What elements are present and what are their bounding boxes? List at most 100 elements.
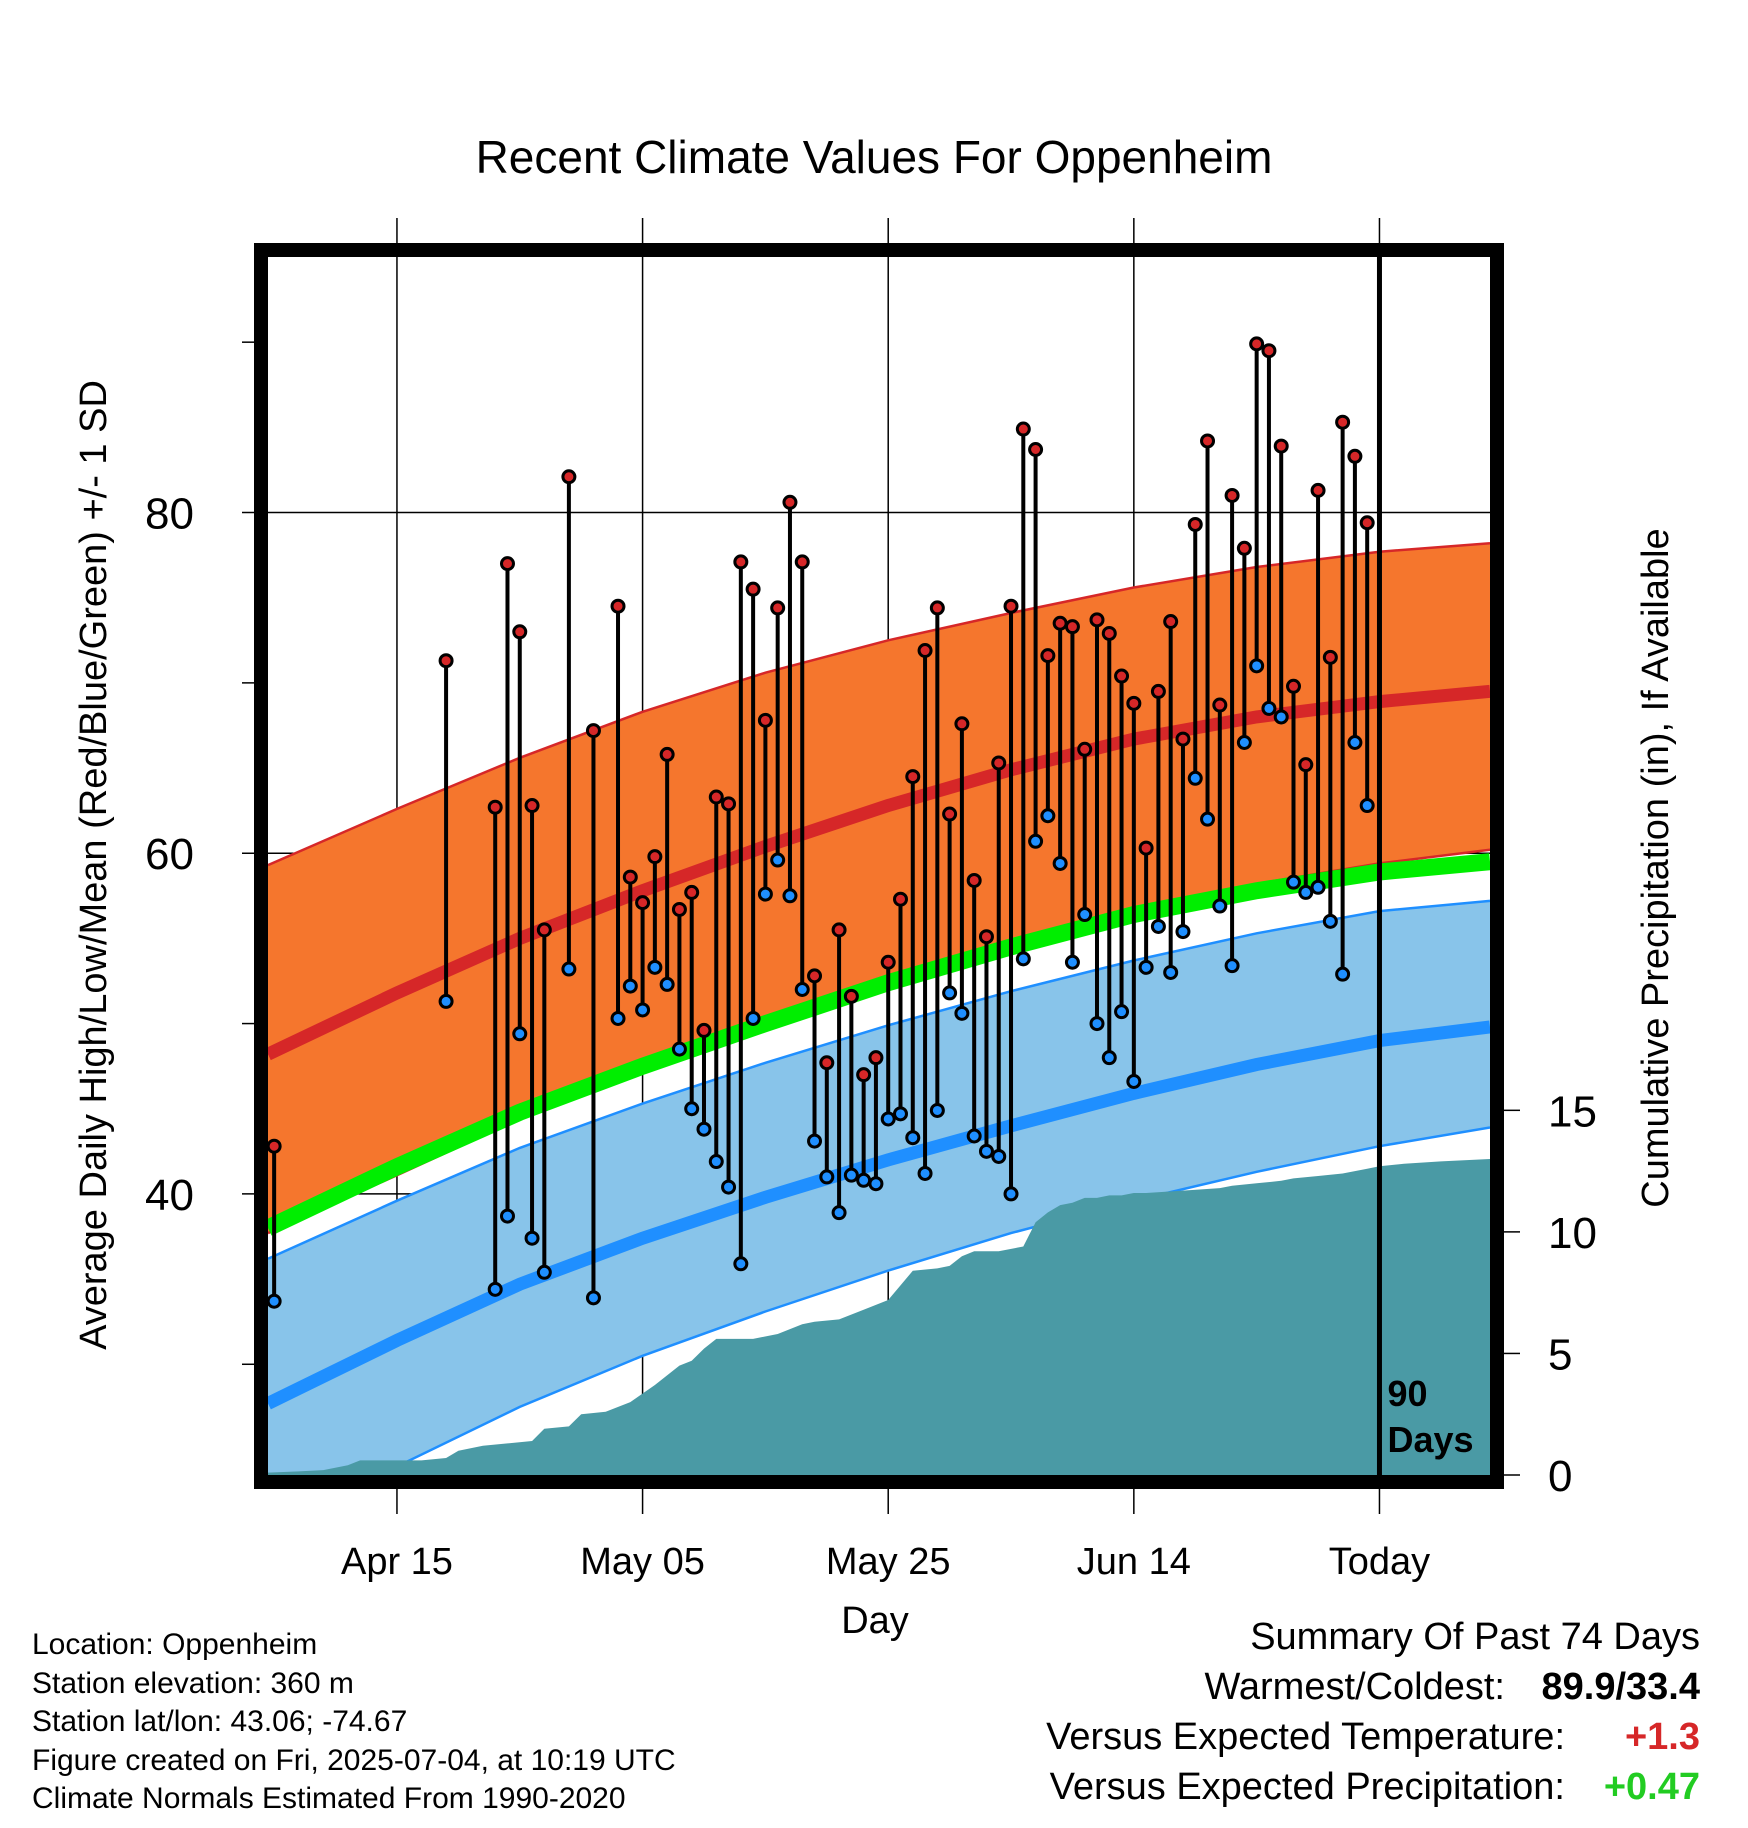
daily-low-point bbox=[733, 1256, 749, 1272]
daily-high-point bbox=[585, 723, 601, 739]
daily-high-point bbox=[561, 469, 577, 485]
daily-high-point bbox=[1200, 433, 1216, 449]
daily-low-point bbox=[1028, 833, 1044, 849]
chart-title: Recent Climate Values For Oppenheim bbox=[475, 131, 1273, 183]
daily-low-point bbox=[978, 1143, 994, 1159]
daily-high-point bbox=[733, 554, 749, 570]
daily-high-point bbox=[1077, 741, 1093, 757]
daily-low-point bbox=[659, 976, 675, 992]
daily-low-point bbox=[721, 1179, 737, 1195]
daily-high-point bbox=[1052, 615, 1068, 631]
daily-low-point bbox=[708, 1154, 724, 1170]
daily-low-point bbox=[966, 1128, 982, 1144]
daily-high-point bbox=[1175, 731, 1191, 747]
daily-high-point bbox=[512, 624, 528, 640]
daily-low-point bbox=[647, 959, 663, 975]
daily-low-point bbox=[684, 1101, 700, 1117]
precip-label: Versus Expected Precipitation: bbox=[1049, 1766, 1565, 1808]
daily-high-point bbox=[1261, 343, 1277, 359]
x-tick-label: May 05 bbox=[580, 1541, 705, 1583]
daily-low-point bbox=[843, 1167, 859, 1183]
daily-high-point bbox=[819, 1055, 835, 1071]
daily-high-point bbox=[536, 922, 552, 938]
y-tick-label: 80 bbox=[145, 490, 194, 539]
daily-low-point bbox=[536, 1264, 552, 1280]
daily-low-point bbox=[438, 993, 454, 1009]
high-upper-edge bbox=[268, 541, 1490, 867]
daily-high-point bbox=[1335, 414, 1351, 430]
daily-low-point bbox=[991, 1148, 1007, 1164]
daily-high-point bbox=[807, 968, 823, 984]
daily-low-point bbox=[1089, 1016, 1105, 1032]
daily-low-point bbox=[807, 1133, 823, 1149]
y2-tick-label: 0 bbox=[1548, 1452, 1572, 1501]
high-sd-band bbox=[268, 543, 1490, 1234]
x-tick-label: Jun 14 bbox=[1077, 1541, 1191, 1583]
daily-low-point bbox=[942, 985, 958, 1001]
daily-low-point bbox=[1052, 855, 1068, 871]
daily-high-point bbox=[1138, 840, 1154, 856]
daily-high-point bbox=[684, 884, 700, 900]
normals-text: Climate Normals Estimated From 1990-2020 bbox=[32, 1782, 626, 1815]
daily-high-point bbox=[954, 716, 970, 732]
daily-low-point bbox=[1187, 770, 1203, 786]
daily-high-point bbox=[721, 796, 737, 812]
y-axis-label: Average Daily High/Low/Mean (Red/Blue/Gr… bbox=[73, 380, 115, 1350]
daily-high-point bbox=[610, 598, 626, 614]
daily-low-point bbox=[1003, 1186, 1019, 1202]
daily-low-point bbox=[610, 1010, 626, 1026]
daily-high-point bbox=[856, 1067, 872, 1083]
y2-tick-label: 10 bbox=[1548, 1209, 1597, 1258]
warmest-row: Warmest/Coldest: 89.9/33.4 bbox=[940, 1662, 1700, 1712]
daily-high-point bbox=[622, 869, 638, 885]
daily-low-point bbox=[1212, 898, 1228, 914]
summary-panel: Summary Of Past 74 Days Warmest/Coldest:… bbox=[940, 1612, 1700, 1812]
y2-tick-label: 5 bbox=[1548, 1330, 1572, 1379]
daily-high-point bbox=[1236, 540, 1252, 556]
daily-high-point bbox=[868, 1050, 884, 1066]
x-tick-label: Apr 15 bbox=[341, 1541, 453, 1583]
daily-low-point bbox=[880, 1111, 896, 1127]
daily-low-point bbox=[1114, 1004, 1130, 1020]
daily-low-point bbox=[1163, 964, 1179, 980]
daily-high-point bbox=[1273, 438, 1289, 454]
station-info: Location: Oppenheim Station elevation: 3… bbox=[32, 1626, 676, 1819]
daily-low-point bbox=[770, 852, 786, 868]
daily-high-point bbox=[942, 806, 958, 822]
daily-high-point bbox=[892, 891, 908, 907]
daily-high-point bbox=[843, 988, 859, 1004]
daily-low-point bbox=[512, 1026, 528, 1042]
elevation-text: Station elevation: 360 m bbox=[32, 1666, 354, 1700]
daily-high-point bbox=[671, 901, 687, 917]
daily-low-point bbox=[1359, 798, 1375, 814]
daily-low-point bbox=[524, 1230, 540, 1246]
daily-range-bars bbox=[268, 336, 1375, 1309]
daily-low-point bbox=[268, 1293, 282, 1309]
daily-high-point bbox=[1322, 649, 1338, 665]
daily-low-point bbox=[757, 886, 773, 902]
daily-low-point bbox=[856, 1172, 872, 1188]
daily-low-point bbox=[905, 1130, 921, 1146]
daily-low-point bbox=[782, 888, 798, 904]
daily-high-point bbox=[635, 895, 651, 911]
daily-high-point bbox=[917, 643, 933, 659]
temp-row: Versus Expected Temperature: +1.3 bbox=[940, 1712, 1700, 1762]
daily-low-point bbox=[1261, 700, 1277, 716]
daily-high-point bbox=[1126, 695, 1142, 711]
daily-high-point bbox=[647, 849, 663, 865]
today-days-label-top: 90 bbox=[1387, 1373, 1427, 1414]
daily-high-point bbox=[831, 922, 847, 938]
daily-low-point bbox=[1310, 879, 1326, 895]
daily-high-point bbox=[770, 600, 786, 616]
precip-area-fill bbox=[268, 1159, 1490, 1475]
daily-high-point bbox=[1163, 614, 1179, 630]
daily-low-point bbox=[868, 1176, 884, 1192]
daily-high-point bbox=[524, 798, 540, 814]
daily-high-point bbox=[659, 746, 675, 762]
daily-low-point bbox=[1138, 959, 1154, 975]
daily-high-point bbox=[905, 769, 921, 785]
x-tick-label: Today bbox=[1329, 1541, 1430, 1583]
daily-low-point bbox=[1322, 913, 1338, 929]
y-tick-label: 40 bbox=[145, 1171, 194, 1220]
